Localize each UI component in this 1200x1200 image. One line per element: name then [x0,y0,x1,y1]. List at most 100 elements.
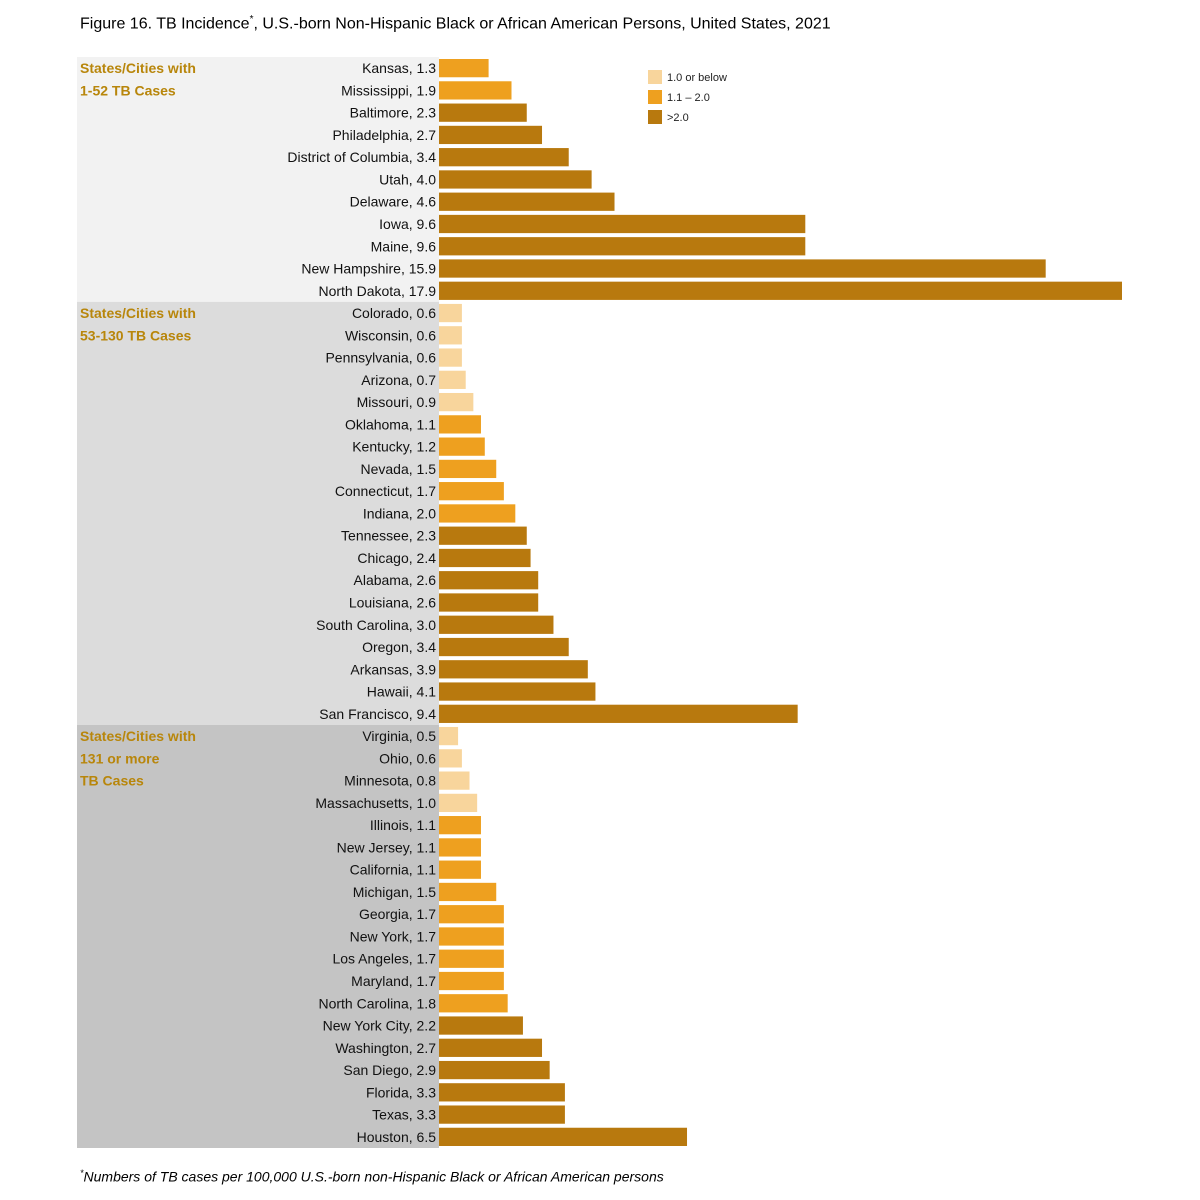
bar [439,1105,565,1124]
bar [439,526,527,545]
figure-title: Figure 16. TB Incidence*, U.S.-born Non-… [80,14,831,33]
bar-label: San Diego, 2.9 [343,1062,436,1078]
bar-label: San Francisco, 9.4 [319,706,436,722]
bar-label: Utah, 4.0 [379,171,436,187]
bar [439,281,1122,300]
bar-label: New Hampshire, 15.9 [301,261,436,277]
legend-label: 1.0 or below [667,72,727,84]
bar-label: Arkansas, 3.9 [350,661,436,677]
bar-label: Connecticut, 1.7 [335,483,436,499]
bar-label: Colorado, 0.6 [352,305,436,321]
bar-label: Maine, 9.6 [371,238,437,254]
group-background [77,301,439,725]
bar-label: Georgia, 1.7 [359,906,436,922]
bar [439,927,504,946]
legend-label: 1.1 – 2.0 [667,92,710,104]
bar-label: Chicago, 2.4 [357,550,436,566]
bar [439,593,539,612]
bar-label: Mississippi, 1.9 [341,82,436,98]
bar-label: Los Angeles, 1.7 [332,951,436,967]
bar [439,348,462,367]
bar-label: Maryland, 1.7 [351,973,436,989]
group-label: States/Cities with [80,728,196,744]
bar [439,905,504,924]
bar-label: Delaware, 4.6 [350,194,437,210]
group-label: States/Cities with [80,305,196,321]
bar-label: Arizona, 0.7 [361,372,436,388]
bar [439,170,592,189]
bar-label: Wisconsin, 0.6 [345,327,436,343]
bar-label: South Carolina, 3.0 [316,617,436,633]
group-label: 131 or more [80,750,160,766]
bar-label: District of Columbia, 3.4 [287,149,436,165]
bar-chart: Kansas, 1.3 Mississippi, 1.9 Baltimore, 2.… [77,57,1122,1148]
bar [439,437,485,456]
bar-label: Kentucky, 1.2 [352,439,436,455]
bar-label: Louisiana, 2.6 [349,595,436,611]
bar-label: Indiana, 2.0 [363,505,436,521]
bar-labels: Kansas, 1.3 Mississippi, 1.9 Baltimore, 2.… [287,60,436,1145]
bar [439,949,504,968]
bar [439,326,462,345]
bar [439,1016,523,1035]
bar [439,615,554,634]
bar [439,660,588,679]
bar-label: Nevada, 1.5 [361,461,437,477]
bar [439,192,615,211]
bar [439,771,470,790]
group-label: 1-52 TB Cases [80,82,176,98]
bar-label: New Jersey, 1.1 [337,839,437,855]
bar-label: Florida, 3.3 [366,1084,436,1100]
bar [439,793,478,813]
bar-label: Pennsylvania, 0.6 [325,350,436,366]
bar [439,1060,550,1080]
group-label: TB Cases [80,773,144,789]
footnote-text: Numbers of TB cases per 100,000 U.S.-bor… [83,1168,664,1185]
bar [439,370,466,389]
bar [439,103,527,122]
bar [439,816,481,835]
footnote-marker: * [80,1168,84,1178]
legend-swatch [648,90,662,104]
bar-label: Kansas, 1.3 [362,60,436,76]
bar [439,1083,565,1102]
legend: 1.0 or below 1.1 – 2.0 >2.0 [648,70,727,124]
title-suffix: , U.S.-born Non-Hispanic Black or Africa… [253,15,831,33]
bar-label: Ohio, 0.6 [379,750,436,766]
bar-label: Oregon, 3.4 [362,639,436,655]
bar-label: Baltimore, 2.3 [350,105,437,121]
bar [439,148,569,167]
footnote: *Numbers of TB cases per 100,000 U.S.-bo… [80,1168,664,1185]
bars [439,59,1122,1146]
bar-label: Alabama, 2.6 [354,572,437,588]
bar-label: Minnesota, 0.8 [344,773,436,789]
bar-label: Oklahoma, 1.1 [345,416,436,432]
bar-label: Virginia, 0.5 [362,728,436,744]
group-background [77,57,439,302]
bar [439,59,489,78]
bar [439,726,459,746]
bar-label: Michigan, 1.5 [353,884,436,900]
bar [439,81,512,100]
bar [439,303,462,323]
bar-label: Illinois, 1.1 [370,817,436,833]
bar [439,637,569,657]
bar [439,392,474,412]
bar [439,459,497,479]
title-footnote-marker: * [249,14,254,25]
legend-swatch [648,110,662,124]
legend-swatch [648,70,662,84]
bar [439,860,481,879]
bar-label: North Dakota, 17.9 [318,283,436,299]
bar [439,704,798,723]
bar [439,214,806,234]
group-labels: States/Cities with 1-52 TB Cases States/Ci… [80,60,196,788]
bar-label: Missouri, 0.9 [357,394,437,410]
bar [439,504,516,523]
bar [439,838,481,857]
title-prefix: Figure 16. TB Incidence [80,15,250,33]
bar [439,415,481,434]
bar-label: Philadelphia, 2.7 [332,127,436,143]
bar [439,125,543,145]
bar-label: Washington, 2.7 [335,1040,436,1056]
